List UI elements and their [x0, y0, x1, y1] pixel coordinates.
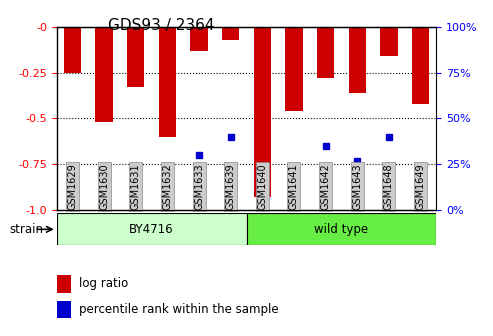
Bar [127, 27, 144, 87]
Text: GSM1648: GSM1648 [384, 163, 394, 210]
Bar [222, 27, 240, 40]
Bar [159, 27, 176, 137]
Text: GSM1631: GSM1631 [131, 163, 141, 210]
Bar [64, 27, 81, 73]
Text: GSM1643: GSM1643 [352, 163, 362, 210]
Text: GSM1630: GSM1630 [99, 163, 109, 210]
Text: log ratio: log ratio [79, 278, 128, 290]
Bar [253, 27, 271, 197]
Text: BY4716: BY4716 [129, 223, 174, 236]
Text: GSM1629: GSM1629 [68, 163, 77, 210]
Bar [57, 213, 246, 245]
Text: GSM1639: GSM1639 [226, 163, 236, 210]
Bar [57, 300, 71, 318]
Text: GSM1641: GSM1641 [289, 163, 299, 210]
Bar [317, 27, 334, 78]
Text: GSM1632: GSM1632 [162, 163, 173, 210]
Bar [190, 27, 208, 51]
Text: percentile rank within the sample: percentile rank within the sample [79, 303, 279, 316]
Text: wild type: wild type [315, 223, 368, 236]
Text: GDS93 / 2364: GDS93 / 2364 [108, 18, 215, 34]
Text: GSM1640: GSM1640 [257, 163, 267, 210]
Bar [57, 275, 71, 293]
Text: strain: strain [10, 223, 44, 236]
Bar [96, 27, 113, 122]
Bar [412, 27, 429, 104]
Bar [246, 213, 436, 245]
Text: GSM1642: GSM1642 [320, 163, 331, 210]
Bar [285, 27, 303, 111]
Bar [349, 27, 366, 93]
Text: GSM1649: GSM1649 [416, 163, 425, 210]
Text: GSM1633: GSM1633 [194, 163, 204, 210]
Bar [380, 27, 397, 56]
